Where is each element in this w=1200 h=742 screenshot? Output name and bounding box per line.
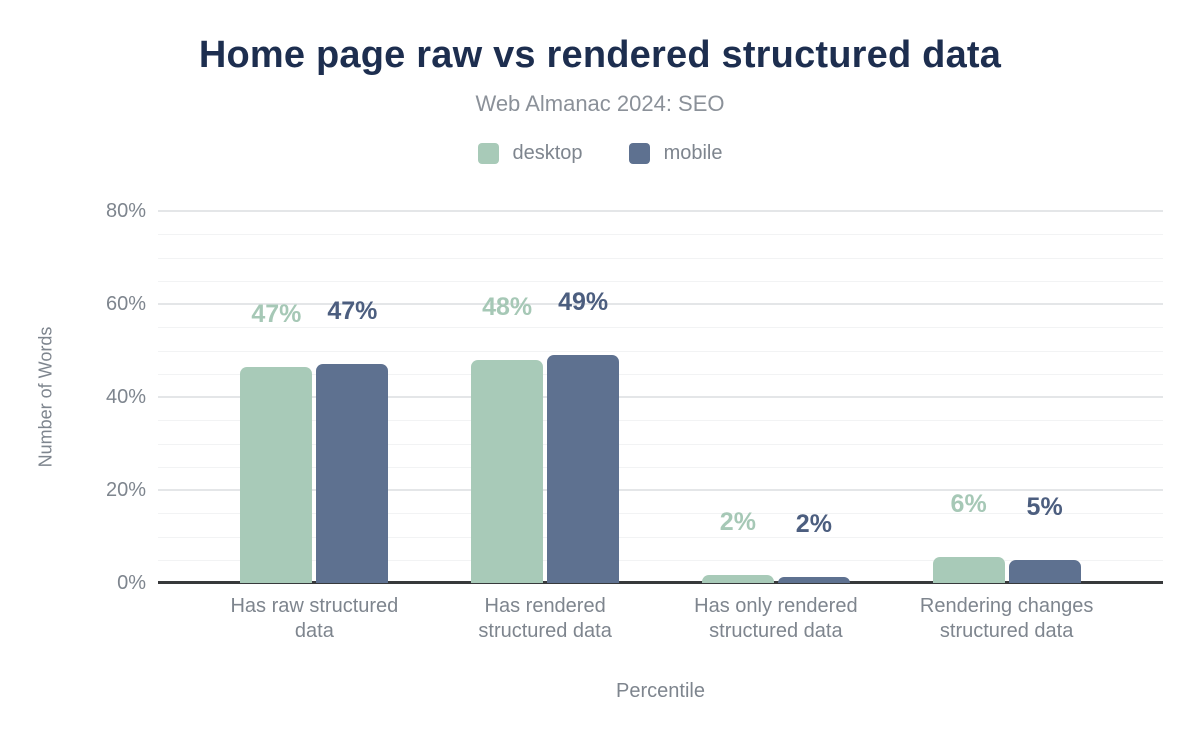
bar-mobile-1[interactable]: [547, 355, 620, 583]
value-label-mobile-2: 2%: [795, 510, 832, 539]
gridline-minor: [158, 280, 1163, 282]
gridline-major: [158, 210, 1163, 212]
bar-mobile-0[interactable]: [316, 364, 389, 583]
y-tick-label: 0%: [117, 572, 146, 594]
legend-swatch-desktop-icon: [477, 143, 499, 164]
x-category-label-2: Has only rendered structured data: [694, 595, 858, 642]
y-tick-label: 60%: [105, 293, 146, 315]
legend-item-desktop[interactable]: desktop: [477, 142, 583, 165]
gridline-minor: [158, 327, 1163, 329]
gridline-minor: [158, 466, 1163, 468]
y-tick-label: 20%: [105, 479, 146, 501]
x-category-label-3: Rendering changes structured data: [919, 595, 1094, 642]
legend-label-desktop: desktop: [512, 142, 583, 164]
value-label-desktop-0: 47%: [251, 299, 302, 328]
gridline-minor: [158, 234, 1163, 236]
bar-desktop-1[interactable]: [471, 359, 544, 583]
value-label-mobile-0: 47%: [327, 297, 378, 326]
gridline-minor: [158, 536, 1163, 538]
value-label-mobile-3: 5%: [1026, 492, 1063, 521]
value-label-desktop-3: 6%: [950, 490, 987, 519]
gridline-major: [158, 303, 1163, 305]
y-tick-label: 80%: [105, 200, 146, 222]
x-axis-title: Percentile: [616, 680, 705, 702]
gridline-major: [158, 396, 1163, 398]
gridline-minor: [158, 513, 1163, 515]
value-label-desktop-2: 2%: [719, 508, 756, 537]
x-category-label-0: Has raw structured data: [230, 595, 399, 642]
value-label-mobile-1: 49%: [558, 288, 609, 317]
legend-item-mobile[interactable]: mobile: [628, 142, 723, 165]
plot-area: 47% 47% 48% 49% 2% 2% 6% 5%: [158, 210, 1163, 584]
x-axis-line: [158, 581, 1163, 584]
bar-mobile-3[interactable]: [1008, 559, 1081, 583]
gridline-major: [158, 489, 1163, 491]
bar-mobile-2[interactable]: [777, 577, 850, 583]
legend-swatch-mobile-icon: [628, 143, 650, 164]
gridline-minor: [158, 443, 1163, 445]
y-tick-label: 40%: [105, 386, 146, 408]
legend-label-mobile: mobile: [663, 142, 723, 164]
gridline-minor: [158, 420, 1163, 422]
bar-desktop-3[interactable]: [932, 557, 1005, 583]
value-label-desktop-1: 48%: [482, 292, 533, 321]
bar-desktop-2[interactable]: [701, 575, 774, 583]
gridline-minor: [158, 373, 1163, 375]
chart-title: Home page raw vs rendered structured dat…: [198, 34, 1002, 76]
gridline-minor: [158, 350, 1163, 352]
legend: desktop mobile: [0, 142, 1200, 165]
x-category-label-1: Has rendered structured data: [478, 595, 612, 642]
chart-subtitle: Web Almanac 2024: SEO: [475, 91, 725, 116]
gridline-minor: [158, 257, 1163, 259]
gridline-minor: [158, 559, 1163, 561]
bar-desktop-0[interactable]: [240, 366, 313, 583]
